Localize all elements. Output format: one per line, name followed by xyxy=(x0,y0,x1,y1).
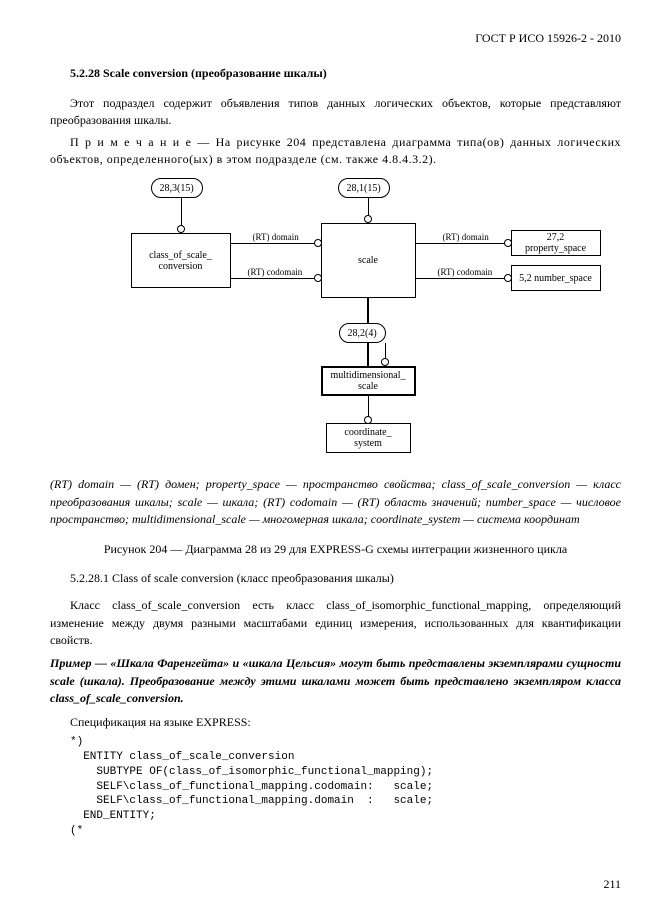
node-number-space: 5,2 number_space xyxy=(511,265,601,291)
diagram: class_of_scale_ conversion 28,3(15) scal… xyxy=(56,178,616,468)
node-coordinate-system: coordinate_ system xyxy=(326,423,411,453)
label-rt-codomain: (RT) codomain xyxy=(436,268,495,277)
diagram-line xyxy=(416,243,511,244)
diagram-circle-icon xyxy=(364,215,372,223)
spec-intro: Спецификация на языке EXPRESS: xyxy=(50,714,621,731)
diagram-circle-icon xyxy=(314,274,322,282)
diagram-line xyxy=(231,278,321,279)
pill-28-3: 28,3(15) xyxy=(151,178,203,198)
node-property-space: 27,2 property_space xyxy=(511,230,601,256)
section-paragraph: Этот подраздел содержит объявления типов… xyxy=(50,95,621,130)
pill-28-2: 28,2(4) xyxy=(339,323,386,343)
label-rt-domain: (RT) domain xyxy=(441,233,491,242)
diagram-line xyxy=(181,198,182,226)
diagram-circle-icon xyxy=(381,358,389,366)
pill-28-1: 28,1(15) xyxy=(338,178,390,198)
section-title: 5.2.28 Scale conversion (преобразование … xyxy=(70,65,621,82)
diagram-circle-icon xyxy=(504,274,512,282)
label-rt-domain: (RT) domain xyxy=(251,233,301,242)
diagram-line xyxy=(368,198,369,215)
node-scale: scale xyxy=(321,223,416,298)
diagram-translations: (RT) domain — (RT) домен; property_space… xyxy=(50,476,621,528)
figure-caption: Рисунок 204 — Диаграмма 28 из 29 для EXP… xyxy=(50,541,621,558)
diagram-line xyxy=(385,343,386,358)
node-class-of-scale-conversion: class_of_scale_ conversion xyxy=(131,233,231,288)
section-note: П р и м е ч а н и е — На рисунке 204 пре… xyxy=(50,134,621,169)
subsection-title: 5.2.28.1 Class of scale conversion (клас… xyxy=(70,570,621,587)
node-multidimensional-scale: multidimensional_ scale xyxy=(321,366,416,396)
page: ГОСТ Р ИСО 15926-2 - 2010 5.2.28 Scale c… xyxy=(0,0,661,913)
label-rt-codomain: (RT) codomain xyxy=(246,268,305,277)
diagram-circle-icon xyxy=(504,239,512,247)
diagram-line xyxy=(231,243,321,244)
doc-header: ГОСТ Р ИСО 15926-2 - 2010 xyxy=(50,30,621,47)
diagram-line xyxy=(416,278,511,279)
diagram-circle-icon xyxy=(314,239,322,247)
example-text: Пример — «Шкала Фаренгейта» и «шкала Цел… xyxy=(50,655,621,707)
diagram-circle-icon xyxy=(364,416,372,424)
subsection-paragraph: Класс class_of_scale_conversion есть кла… xyxy=(50,597,621,649)
page-number: 211 xyxy=(603,876,621,893)
express-code: *) ENTITY class_of_scale_conversion SUBT… xyxy=(70,735,621,839)
diagram-circle-icon xyxy=(177,225,185,233)
